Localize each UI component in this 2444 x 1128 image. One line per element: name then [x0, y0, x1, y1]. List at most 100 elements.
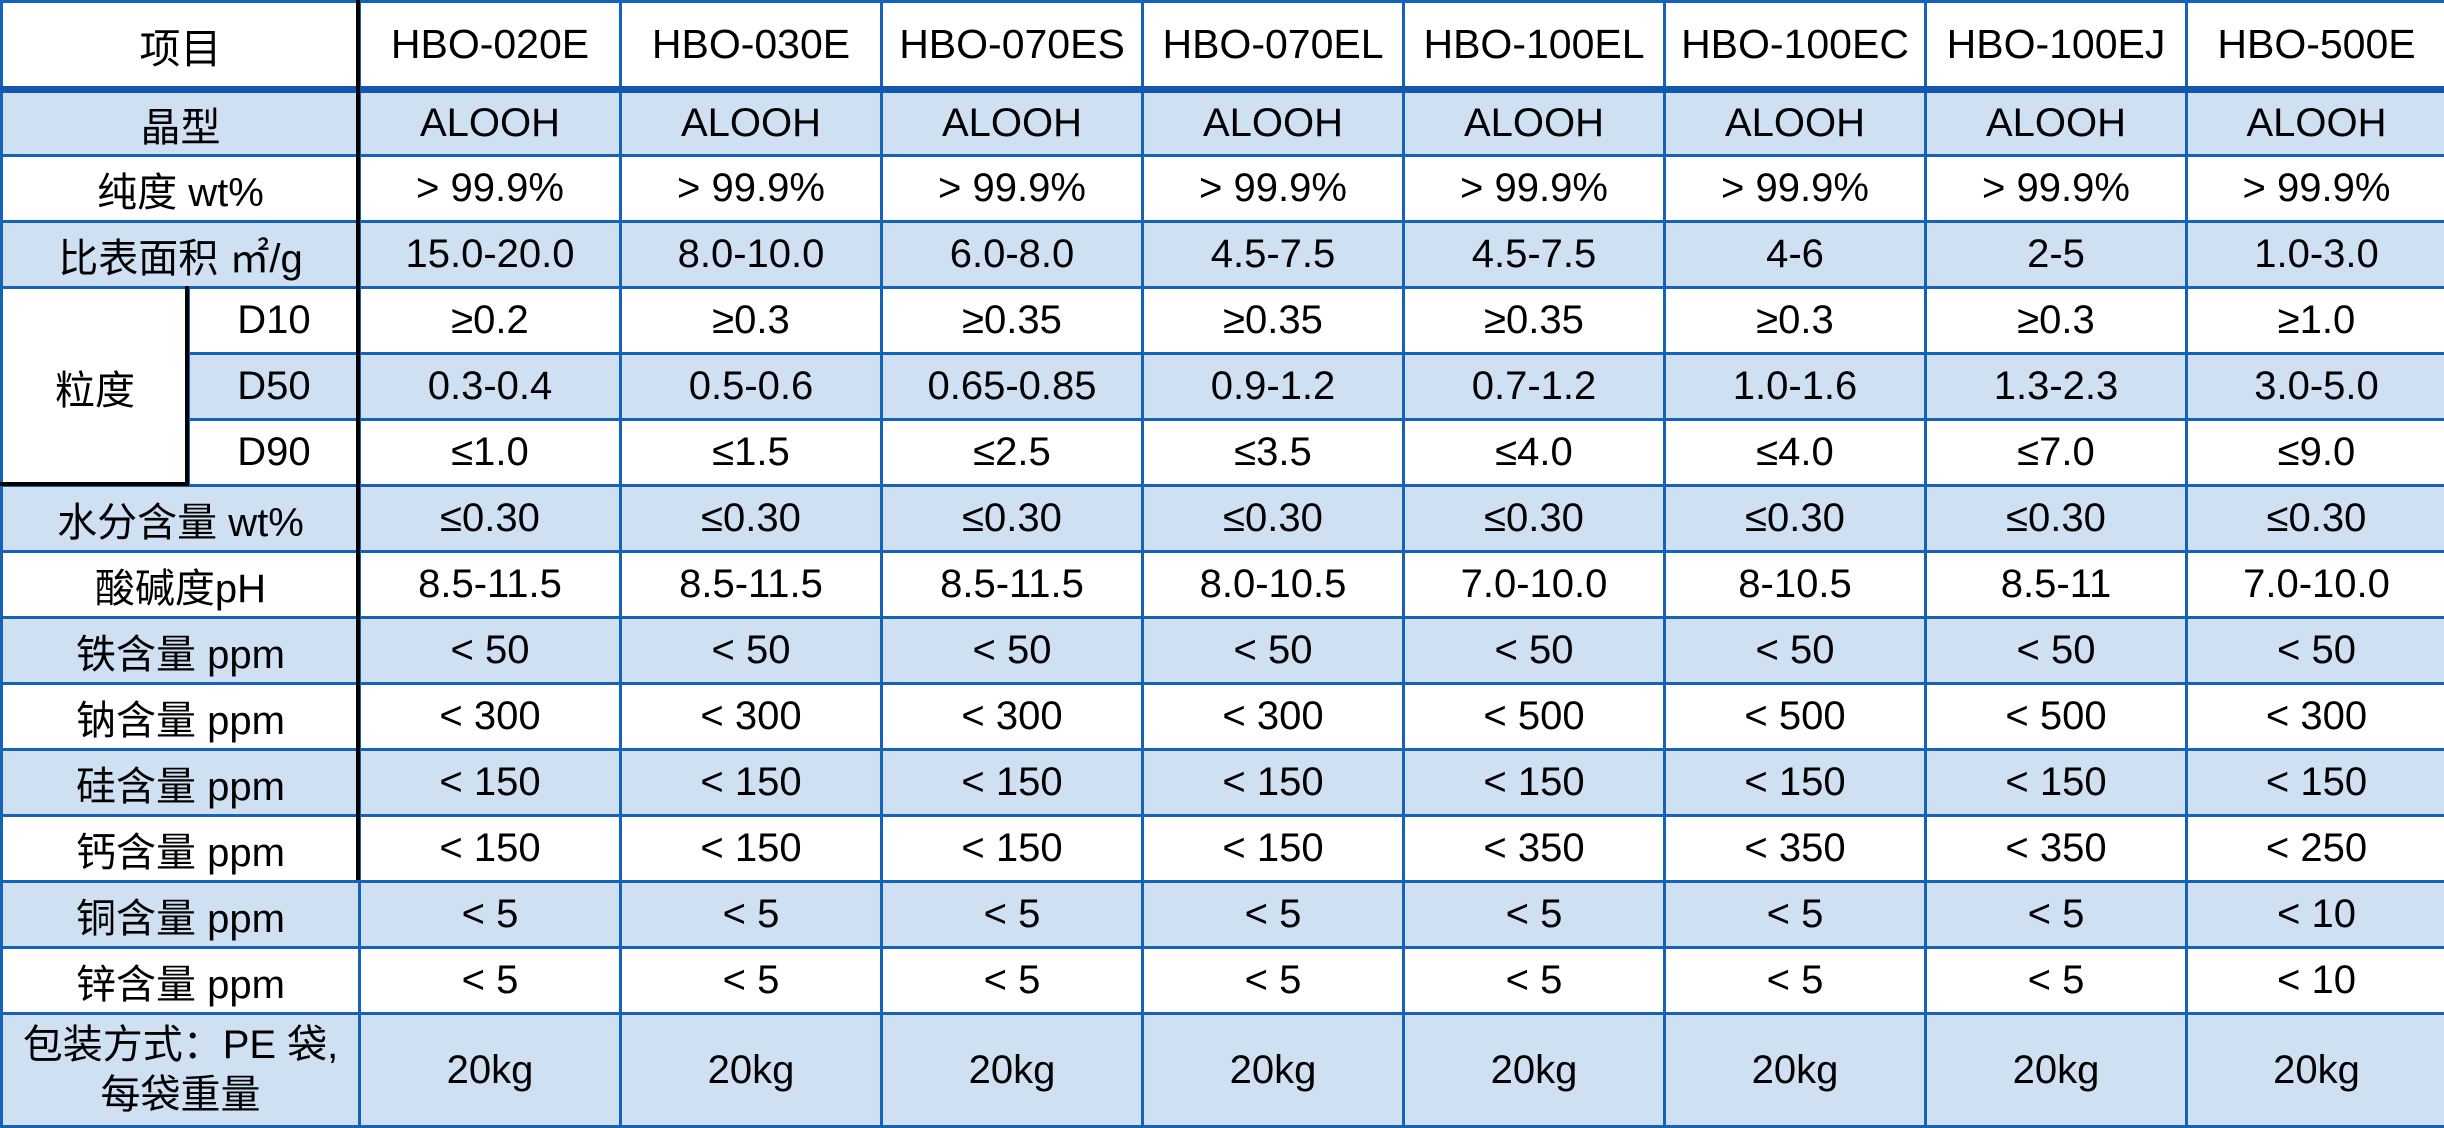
value-cell: < 150: [360, 750, 621, 816]
value-cell: < 10: [2187, 948, 2444, 1014]
value-cell: < 50: [1665, 618, 1926, 684]
value-cell: ALOOH: [882, 90, 1143, 156]
value-cell: < 350: [1404, 816, 1665, 882]
value-cell: ≥0.35: [1404, 288, 1665, 354]
value-cell: ≥0.3: [1665, 288, 1926, 354]
value-cell: ≤0.30: [2187, 486, 2444, 552]
value-cell: ALOOH: [1926, 90, 2187, 156]
value-cell: ≥0.3: [1926, 288, 2187, 354]
value-cell: 20kg: [1404, 1014, 1665, 1127]
value-cell: < 50: [882, 618, 1143, 684]
value-cell: 20kg: [1926, 1014, 2187, 1127]
value-cell: < 500: [1404, 684, 1665, 750]
value-cell: 1.3-2.3: [1926, 354, 2187, 420]
value-cell: 1.0-1.6: [1665, 354, 1926, 420]
corner-header-cell: 项目: [2, 2, 360, 90]
value-cell: < 300: [360, 684, 621, 750]
table-row: 硅含量 ppm< 150< 150< 150< 150< 150< 150< 1…: [2, 750, 2444, 816]
value-cell: 0.3-0.4: [360, 354, 621, 420]
value-cell: ALOOH: [621, 90, 882, 156]
row-label-cell: 晶型: [2, 90, 360, 156]
value-cell: > 99.9%: [882, 156, 1143, 222]
value-cell: 0.5-0.6: [621, 354, 882, 420]
product-header-cell: HBO-500E: [2187, 2, 2444, 90]
value-cell: ≥0.35: [882, 288, 1143, 354]
value-cell: 0.65-0.85: [882, 354, 1143, 420]
value-cell: < 500: [1926, 684, 2187, 750]
value-cell: < 5: [882, 882, 1143, 948]
value-cell: < 300: [1143, 684, 1404, 750]
value-cell: 20kg: [1665, 1014, 1926, 1127]
value-cell: < 5: [360, 882, 621, 948]
value-cell: < 150: [2187, 750, 2444, 816]
value-cell: ALOOH: [1404, 90, 1665, 156]
value-cell: < 50: [1926, 618, 2187, 684]
table-row: D90≤1.0≤1.5≤2.5≤3.5≤4.0≤4.0≤7.0≤9.0: [2, 420, 2444, 486]
table-row: 水分含量 wt%≤0.30≤0.30≤0.30≤0.30≤0.30≤0.30≤0…: [2, 486, 2444, 552]
value-cell: < 350: [1926, 816, 2187, 882]
value-cell: 8.0-10.5: [1143, 552, 1404, 618]
row-label-cell: 酸碱度pH: [2, 552, 360, 618]
value-cell: ≤0.30: [1926, 486, 2187, 552]
table-row: 钙含量 ppm< 150< 150< 150< 150< 350< 350< 3…: [2, 816, 2444, 882]
value-cell: < 5: [882, 948, 1143, 1014]
value-cell: < 300: [621, 684, 882, 750]
value-cell: ≥1.0: [2187, 288, 2444, 354]
value-cell: 8-10.5: [1665, 552, 1926, 618]
value-cell: < 150: [1143, 750, 1404, 816]
value-cell: ≤0.30: [360, 486, 621, 552]
value-cell: ≥0.35: [1143, 288, 1404, 354]
value-cell: < 5: [1926, 948, 2187, 1014]
value-cell: ≥0.3: [621, 288, 882, 354]
value-cell: < 250: [2187, 816, 2444, 882]
value-cell: 0.9-1.2: [1143, 354, 1404, 420]
row-label-cell: 包装方式：PE 袋,每袋重量: [2, 1014, 360, 1127]
value-cell: < 150: [1404, 750, 1665, 816]
value-cell: ≤0.30: [1665, 486, 1926, 552]
value-cell: ≤9.0: [2187, 420, 2444, 486]
value-cell: 8.5-11.5: [882, 552, 1143, 618]
value-cell: < 150: [621, 816, 882, 882]
black-grain-bottom-divider: [0, 482, 189, 486]
product-header-cell: HBO-070EL: [1143, 2, 1404, 90]
table-row: 锌含量 ppm< 5< 5< 5< 5< 5< 5< 5< 10: [2, 948, 2444, 1014]
value-cell: < 5: [1665, 948, 1926, 1014]
value-cell: ALOOH: [1665, 90, 1926, 156]
row-label-cell: 铜含量 ppm: [2, 882, 360, 948]
value-cell: < 10: [2187, 882, 2444, 948]
row-group-label-cell: 粒度: [2, 288, 189, 486]
sub-row-label-cell: D50: [189, 354, 360, 420]
value-cell: < 500: [1665, 684, 1926, 750]
value-cell: < 150: [621, 750, 882, 816]
value-cell: > 99.9%: [1404, 156, 1665, 222]
value-cell: 8.5-11.5: [360, 552, 621, 618]
value-cell: < 150: [1665, 750, 1926, 816]
row-label-cell: 水分含量 wt%: [2, 486, 360, 552]
sub-row-label-cell: D10: [189, 288, 360, 354]
value-cell: < 50: [360, 618, 621, 684]
value-cell: < 5: [621, 948, 882, 1014]
row-label-cell: 铁含量 ppm: [2, 618, 360, 684]
value-cell: < 5: [1404, 948, 1665, 1014]
value-cell: > 99.9%: [1143, 156, 1404, 222]
value-cell: 3.0-5.0: [2187, 354, 2444, 420]
row-label-cell: 比表面积 ㎡/g: [2, 222, 360, 288]
value-cell: < 5: [1143, 882, 1404, 948]
value-cell: 4.5-7.5: [1143, 222, 1404, 288]
value-cell: 20kg: [2187, 1014, 2444, 1127]
table-row: 铁含量 ppm< 50< 50< 50< 50< 50< 50< 50< 50: [2, 618, 2444, 684]
table-row: 纯度 wt%> 99.9%> 99.9%> 99.9%> 99.9%> 99.9…: [2, 156, 2444, 222]
row-label-cell: 锌含量 ppm: [2, 948, 360, 1014]
row-label-line1: 包装方式：PE 袋,: [3, 1020, 358, 1070]
value-cell: 6.0-8.0: [882, 222, 1143, 288]
value-cell: < 5: [360, 948, 621, 1014]
value-cell: ALOOH: [1143, 90, 1404, 156]
